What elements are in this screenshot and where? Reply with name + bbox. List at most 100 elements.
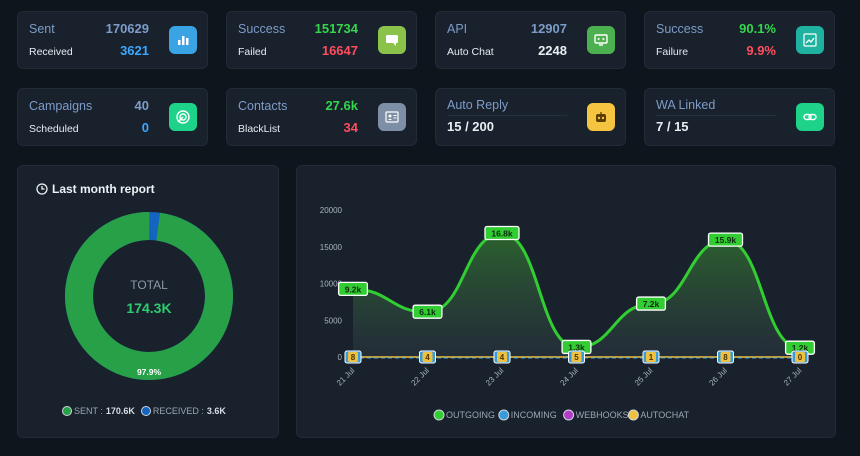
legend-marker bbox=[563, 409, 575, 421]
legend-item-outgoing[interactable]: OUTGOING bbox=[433, 409, 495, 421]
legend-marker bbox=[498, 409, 510, 421]
autochat-data-label-box bbox=[795, 352, 805, 362]
outgoing-data-label-box bbox=[484, 225, 520, 241]
stat-label: Success bbox=[656, 22, 704, 36]
bar-chart-icon bbox=[178, 36, 189, 45]
stat-card-contacts: Contacts 27.6k BlackList 34 bbox=[226, 88, 417, 146]
donut-chart: TOTAL 174.3K 97.9% bbox=[64, 212, 233, 380]
stat-sub-label: Auto Chat bbox=[447, 46, 494, 58]
autochat-data-label: 8 bbox=[351, 353, 356, 362]
legend-sent-value: 170.6K bbox=[105, 406, 135, 416]
link-icon-box bbox=[796, 103, 824, 131]
stat-sub-value: 0 bbox=[141, 120, 149, 135]
donut-total-label: TOTAL bbox=[130, 278, 168, 292]
outgoing-data-label: 1.3k bbox=[568, 342, 585, 352]
report-title: Last month report bbox=[36, 182, 155, 196]
activity-chart: 0 5000 10000 15000 20000 9.2k 6.1k 16.8k 1.3k 7.2… bbox=[320, 206, 816, 421]
autochat-data-label: 1 bbox=[649, 353, 654, 362]
legend-received-label: RECEIVED : bbox=[152, 406, 204, 416]
stat-sub-value: 2248 bbox=[538, 43, 567, 58]
x-tick-label: 27 Jul bbox=[782, 366, 804, 388]
message-icon-box bbox=[378, 26, 406, 54]
stat-label: WA Linked bbox=[656, 98, 716, 112]
stat-value: 15 / 200 bbox=[447, 119, 494, 134]
stat-sub-label: Failure bbox=[656, 46, 689, 58]
stat-value: 12907 bbox=[530, 21, 567, 36]
target-icon-box bbox=[169, 103, 197, 131]
clock-pie-icon bbox=[36, 183, 48, 195]
autochat-data-label: 5 bbox=[574, 353, 579, 362]
stat-label: Contacts bbox=[238, 99, 288, 113]
link-icon bbox=[803, 113, 817, 121]
y-tick-label: 0 bbox=[338, 353, 343, 362]
stat-sub-label: BlackList bbox=[238, 123, 281, 135]
stat-sub-value: 16647 bbox=[321, 43, 358, 58]
y-tick-label: 10000 bbox=[320, 280, 343, 289]
bar-chart-icon-box bbox=[169, 26, 197, 54]
autochat-data-label: 4 bbox=[425, 353, 430, 362]
autochat-data-label: 4 bbox=[500, 353, 505, 362]
autochat-data-label-box bbox=[646, 352, 656, 362]
stat-value: 40 bbox=[134, 98, 149, 113]
contact-card-icon-box bbox=[378, 103, 406, 131]
autochat-data-label: 0 bbox=[798, 353, 803, 362]
legend-received-value: 3.6K bbox=[206, 406, 226, 416]
message-icon bbox=[386, 35, 398, 46]
report-legend: SENT : 170.6K RECEIVED : 3.6K bbox=[62, 406, 226, 416]
legend-label: INCOMING bbox=[511, 410, 557, 420]
target-icon bbox=[176, 110, 190, 124]
report-card: Last month report TOTAL 174.3K 97.9% SENT … bbox=[17, 165, 279, 438]
stat-card-wa-linked: WA Linked 7 / 15 bbox=[644, 88, 835, 146]
stat-sub-label: Received bbox=[29, 46, 73, 58]
legend-sent-label: SENT : bbox=[74, 406, 103, 416]
stat-value: 151734 bbox=[314, 21, 358, 36]
outgoing-data-label-box bbox=[707, 232, 744, 247]
donut-percent-label: 97.9% bbox=[137, 367, 162, 377]
stat-card-sent: Sent 170629 Received 3621 bbox=[17, 11, 208, 69]
outgoing-data-label-box bbox=[337, 281, 369, 297]
autochat-data-label-box bbox=[571, 352, 582, 362]
legend-sent-dot bbox=[62, 406, 72, 416]
autochat-data-label-box bbox=[497, 352, 507, 362]
activity-chart-card: 0 5000 10000 15000 20000 9.2k 6.1k 16.8k 1.3k 7.2… bbox=[296, 165, 836, 438]
stat-card-auto-reply: Auto Reply 15 / 200 bbox=[435, 88, 626, 146]
stat-sub-value: 9.9% bbox=[746, 43, 776, 58]
donut-sent-slice bbox=[64, 212, 233, 380]
legend-label: OUTGOING bbox=[446, 410, 495, 420]
legend-item-incoming[interactable]: INCOMING bbox=[498, 409, 557, 421]
outgoing-data-label-box bbox=[635, 296, 667, 311]
stat-sub-value: 3621 bbox=[120, 43, 149, 58]
stat-card-success: Success 90.1% Failure 9.9% bbox=[644, 11, 835, 69]
stat-value: 90.1% bbox=[739, 21, 776, 36]
outgoing-data-label: 1.2k bbox=[792, 343, 809, 353]
x-tick-label: 22 Jul bbox=[409, 366, 431, 388]
y-tick-label: 5000 bbox=[324, 316, 342, 325]
legend-item-webhooks[interactable]: WEBHOOKS bbox=[563, 409, 629, 421]
x-tick-label: 21 Jul bbox=[335, 366, 357, 388]
stat-label: Campaigns bbox=[29, 99, 93, 113]
autochat-data-label-box bbox=[422, 352, 433, 362]
x-tick-label: 23 Jul bbox=[484, 366, 506, 388]
stat-divider bbox=[656, 115, 776, 116]
stat-label: API bbox=[447, 22, 468, 36]
stat-sub-label: Failed bbox=[238, 46, 267, 58]
outgoing-data-label-box bbox=[412, 304, 443, 319]
stat-value: 170629 bbox=[105, 21, 149, 36]
autochat-data-label: 8 bbox=[723, 353, 728, 362]
monitor-icon bbox=[594, 34, 608, 46]
outgoing-data-label: 15.9k bbox=[715, 235, 737, 245]
stat-value: 27.6k bbox=[325, 98, 358, 113]
stat-label: Success bbox=[238, 22, 286, 36]
monitor-icon-box bbox=[587, 26, 615, 54]
x-tick-label: 24 Jul bbox=[558, 366, 580, 388]
legend-label: AUTOCHAT bbox=[640, 410, 689, 420]
legend-item-autochat[interactable]: AUTOCHAT bbox=[627, 409, 690, 421]
legend-label: WEBHOOKS bbox=[576, 410, 629, 420]
trend-icon bbox=[803, 33, 817, 47]
outgoing-data-label: 6.1k bbox=[419, 307, 436, 317]
stat-value: 7 / 15 bbox=[656, 119, 689, 134]
donut-total-value: 174.3K bbox=[126, 300, 171, 316]
legend-received-dot bbox=[140, 406, 151, 416]
stat-sub-value: 34 bbox=[343, 120, 358, 135]
y-tick-label: 20000 bbox=[320, 206, 343, 215]
